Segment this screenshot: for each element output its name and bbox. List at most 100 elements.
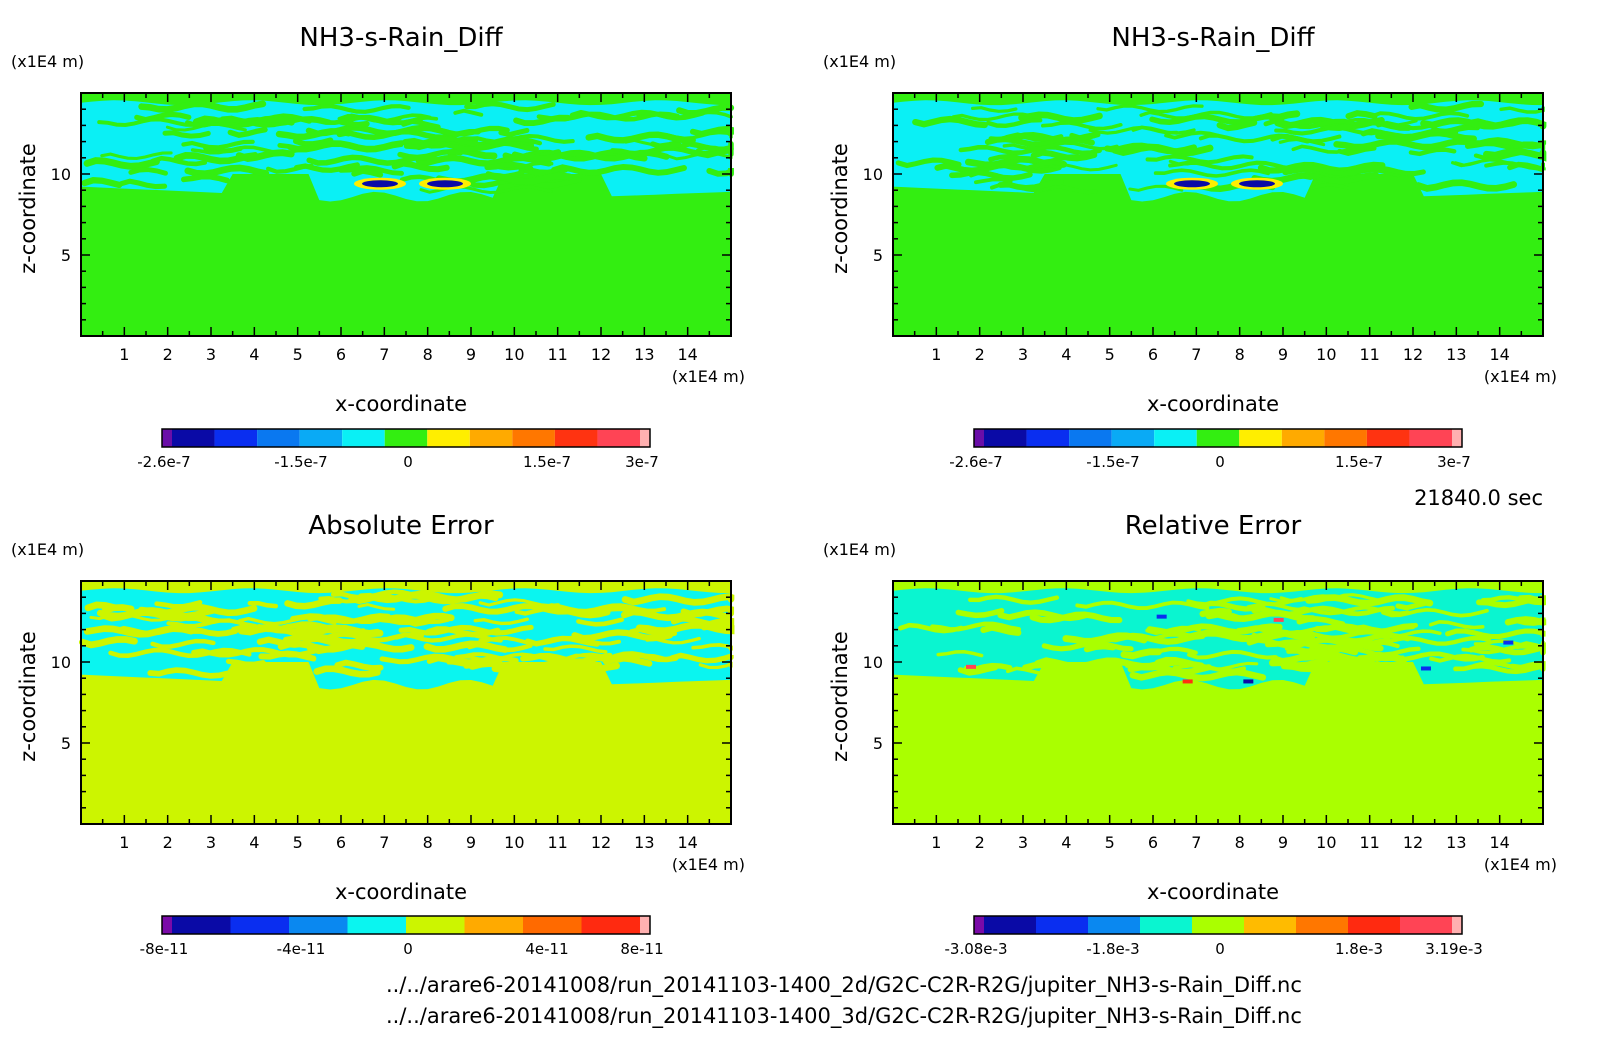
y-tick-label: 10 xyxy=(863,653,883,672)
contour-streak xyxy=(147,667,232,679)
contour-streak xyxy=(585,131,696,144)
contour-cell xyxy=(427,180,463,188)
colorbar-swatch xyxy=(469,429,513,447)
x-axis-label: x-coordinate xyxy=(335,392,467,416)
x-tick-label: 11 xyxy=(547,833,567,852)
panel-4: Relative Error(x1E4 m)1 2 3 4 5 6 7 8 9 10 11 12 13 1… xyxy=(823,511,1557,958)
colorbar-swatch xyxy=(1281,429,1325,447)
y-tick-label: 10 xyxy=(863,165,883,184)
panel-2: NH3-s-Rain_Diff(x1E4 m)1 2 3 4 5 6 7 8 9 10 11 12 13… xyxy=(823,23,1557,471)
contour-streak xyxy=(357,603,396,611)
contour-streak xyxy=(951,112,1042,122)
contour-streak xyxy=(968,594,1060,605)
contour-streak xyxy=(1041,121,1123,131)
contour-streak xyxy=(258,650,317,662)
contour-streak xyxy=(81,177,123,189)
colorbar-swatch xyxy=(974,429,984,447)
contour-streak xyxy=(1198,133,1342,144)
contour-streak xyxy=(128,167,168,176)
contour-streak xyxy=(1145,154,1254,165)
x-tick-label: 5 xyxy=(293,833,303,852)
x-tick-label: 6 xyxy=(336,833,346,852)
contour-streak xyxy=(1428,619,1485,630)
contour-streak xyxy=(1006,666,1045,676)
colorbar-swatch xyxy=(597,429,640,447)
contour-streak xyxy=(997,609,1091,622)
x-tick-label: 12 xyxy=(591,345,611,364)
colorbar-swatch xyxy=(1140,916,1192,934)
x-tick-label: 13 xyxy=(1446,833,1466,852)
contour-streak xyxy=(190,145,316,155)
colorbar-swatch xyxy=(974,916,984,934)
colorbar-swatch xyxy=(172,429,215,447)
contour-streak xyxy=(484,161,534,171)
colorbar-swatch xyxy=(1400,916,1452,934)
colorbar-tick-label: 0 xyxy=(1215,453,1225,471)
contour-streak xyxy=(1187,649,1278,660)
contour-streak xyxy=(1293,605,1411,616)
contour-streak xyxy=(1269,657,1328,670)
x-tick-label: 8 xyxy=(423,833,433,852)
x-tick-label: 2 xyxy=(975,833,985,852)
colorbar-tick-label: 1.5e-7 xyxy=(1335,453,1383,471)
colorbar-tick-label: -8e-11 xyxy=(140,940,189,958)
colorbar-swatch xyxy=(464,916,523,934)
colorbar-swatch xyxy=(640,916,650,934)
colorbar-tick-label: 1.8e-3 xyxy=(1335,940,1383,958)
colorbar-swatch xyxy=(172,916,231,934)
x-tick-label: 14 xyxy=(1489,833,1509,852)
contour-streak xyxy=(284,597,343,610)
contour-streak xyxy=(306,154,442,166)
contour-streak xyxy=(1373,652,1407,664)
contour-streak xyxy=(1069,132,1101,141)
colorbar-swatch xyxy=(1192,916,1244,934)
contour-streak xyxy=(108,647,252,659)
x-tick-label: 2 xyxy=(975,345,985,364)
x-tick-label: 14 xyxy=(677,833,697,852)
x-tick-label: 1 xyxy=(119,833,129,852)
colorbar-tick-label: -2.6e-7 xyxy=(949,453,1002,471)
colorbar-swatch xyxy=(984,916,1036,934)
x-axis-label: x-coordinate xyxy=(1147,880,1279,904)
colorbar-frame xyxy=(161,915,651,935)
contour-streak xyxy=(1311,183,1350,190)
contour-streak xyxy=(1006,132,1064,143)
contour-streak xyxy=(89,613,231,622)
contour-streak xyxy=(1345,110,1378,120)
contour-streak xyxy=(1333,138,1479,151)
contour-streak xyxy=(277,140,413,151)
colorbar-tick-label: -1.8e-3 xyxy=(1086,940,1139,958)
colorbar-swatch xyxy=(299,429,343,447)
contour-cell xyxy=(1156,614,1167,619)
contour-streak xyxy=(1269,594,1342,604)
contour-streak xyxy=(277,640,415,653)
colorbar-swatch xyxy=(1348,916,1400,934)
y-axis-label: z-coordinate xyxy=(828,631,852,762)
contour-streak xyxy=(83,157,160,170)
contour-streak xyxy=(1088,125,1196,135)
colorbar-frame xyxy=(973,428,1463,448)
panel-3: Absolute Error(x1E4 m)1 2 3 4 5 6 7 8 9 10 11 12 13 1… xyxy=(11,511,745,958)
colorbar-swatch xyxy=(1324,429,1367,447)
contour-streak xyxy=(983,160,1066,171)
contour-streak xyxy=(302,103,411,114)
contour-streak xyxy=(1041,184,1098,195)
colorbar-tick-label: 3e-7 xyxy=(625,453,659,471)
colorbar-tick-label: 0 xyxy=(1215,940,1225,958)
contour-streak xyxy=(423,640,509,653)
x-tick-label: 8 xyxy=(1235,345,1245,364)
contour-streak xyxy=(138,100,267,113)
colorbar-swatch xyxy=(384,429,428,447)
contour-streak xyxy=(1381,607,1489,618)
x-axis-unit: (x1E4 m) xyxy=(672,855,745,874)
contour-streak xyxy=(569,109,705,121)
contour-streak xyxy=(473,617,529,626)
contour-streak xyxy=(971,106,1018,113)
colorbar-tick-label: 0 xyxy=(403,453,413,471)
contour-streak xyxy=(1393,651,1485,662)
x-tick-label: 4 xyxy=(1061,833,1071,852)
x-tick-label: 9 xyxy=(1278,833,1288,852)
contour-streak xyxy=(1129,668,1267,682)
contour-streak xyxy=(173,152,259,165)
contour-streak xyxy=(447,146,498,160)
